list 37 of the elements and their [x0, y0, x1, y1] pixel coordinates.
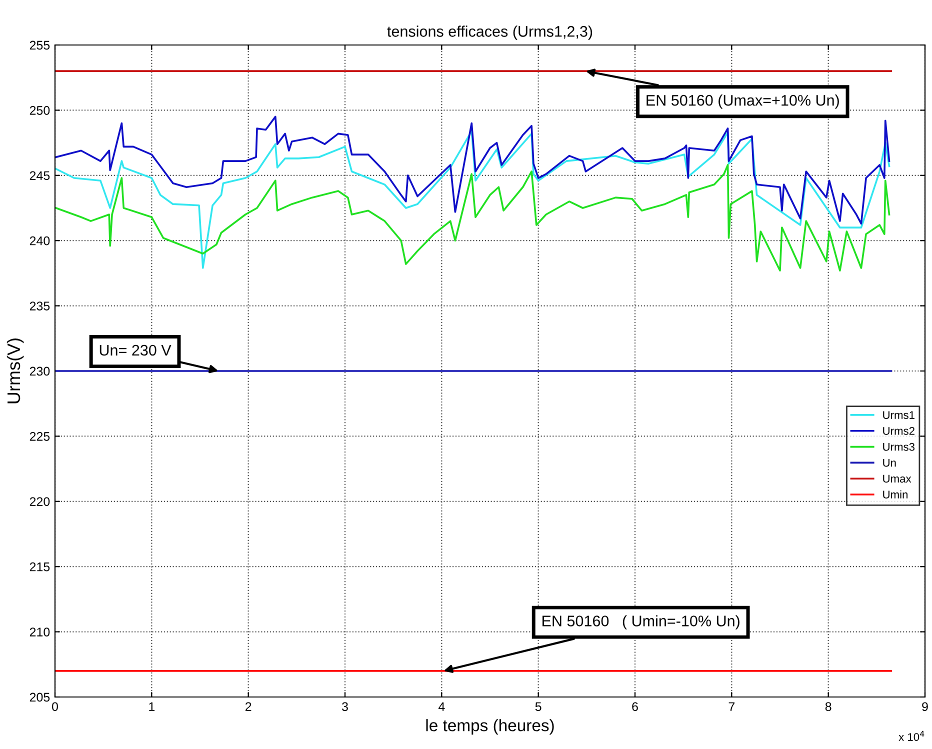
y-tick-label: 250: [30, 106, 50, 115]
y-tick-label: 225: [30, 432, 50, 441]
line-series: [55, 164, 890, 272]
legend-label: Urms3: [883, 442, 915, 451]
legend-label: Un: [883, 458, 896, 467]
x-axis-title: le temps (heures): [426, 719, 554, 735]
annotation: EN 50160 (Umax=+10% Un): [646, 94, 839, 109]
x-tick-label: 0: [52, 702, 58, 712]
x-tick-label: 9: [922, 702, 928, 712]
annotation: Un= 230 V: [100, 344, 172, 356]
y-axis-title: Urms(V): [6, 338, 24, 404]
chart-title: tensions efficaces (Urms1,2,3): [387, 26, 592, 40]
annotation: EN 50160 ( Umin=-10% Un): [542, 615, 740, 630]
line-series: [55, 116, 890, 225]
text: x 10$^{4}$: [898, 730, 924, 741]
x-tick-label: 8: [825, 702, 832, 712]
legend-label: Urms1: [883, 411, 914, 419]
y-tick-label: 220: [30, 497, 50, 506]
x-tick-label: 3: [342, 702, 348, 712]
x-tick-label: 6: [632, 702, 638, 712]
y-tick-label: 205: [30, 692, 50, 702]
legend-label: Umin: [883, 490, 908, 499]
legend-label: Urms2: [883, 427, 914, 435]
line-series: [55, 130, 890, 269]
x-tick-label: 2: [245, 702, 252, 711]
y-tick-label: 210: [30, 628, 50, 636]
y-tick-label: 255: [30, 40, 50, 50]
x-tick-label: 5: [535, 702, 542, 712]
x-tick-label: 1: [149, 702, 155, 711]
y-tick-label: 215: [30, 562, 50, 572]
x-tick-label: 7: [728, 702, 735, 711]
legend-label: Umax: [883, 474, 912, 483]
x-tick-label: 4: [438, 702, 445, 711]
y-tick-label: 235: [30, 302, 50, 310]
y-tick-label: 245: [30, 171, 50, 180]
y-tick-label: 230: [30, 366, 50, 376]
y-tick-label: 240: [30, 236, 50, 246]
